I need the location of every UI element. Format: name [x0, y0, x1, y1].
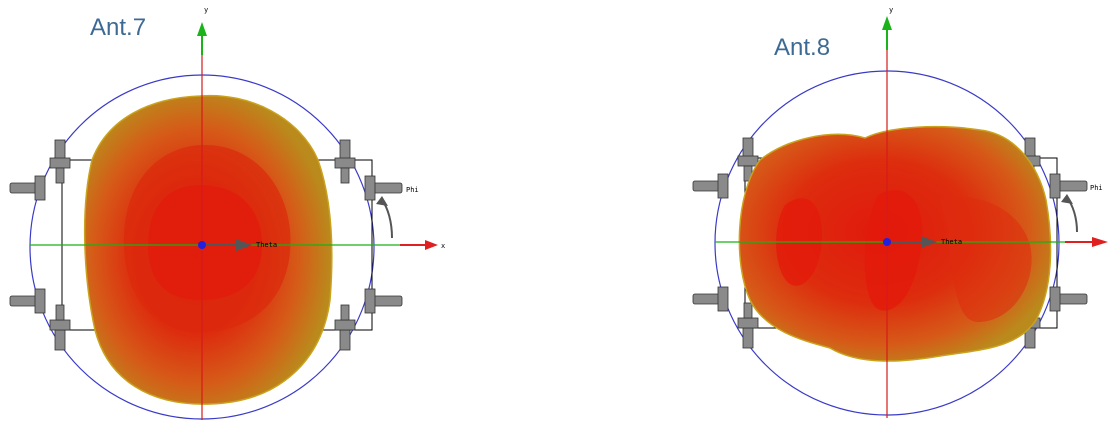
- y-axis-label: y: [889, 6, 893, 14]
- y-axis-arrow: [197, 22, 207, 36]
- connector-group-right: [334, 139, 403, 351]
- radiation-pattern-surface: [83, 94, 333, 405]
- x-axis-arrow: [1092, 237, 1108, 247]
- radiation-pattern-plot: y Theta Phi: [692, 6, 1108, 418]
- panel-title: Ant.8: [774, 34, 831, 61]
- x-axis-label: x: [441, 242, 445, 250]
- theta-arrow: [236, 239, 252, 251]
- connector-group-left: [9, 139, 71, 351]
- phi-arrow: [376, 196, 388, 206]
- y-axis-label: y: [204, 6, 208, 14]
- radiation-pattern-surface: [738, 125, 1052, 362]
- connector-group-left: [692, 137, 759, 349]
- radiation-pattern-plot: y x Theta Phi: [9, 6, 445, 420]
- phi-label: Phi: [406, 186, 419, 194]
- panel-title: Ant.7: [90, 14, 147, 41]
- phi-arrow: [1061, 194, 1073, 204]
- origin-marker: [198, 241, 206, 249]
- phi-label: Phi: [1090, 184, 1103, 192]
- x-axis-arrow: [425, 240, 438, 250]
- origin-marker: [883, 238, 891, 246]
- theta-arrow: [921, 236, 937, 248]
- theta-label: Theta: [256, 241, 277, 249]
- theta-label: Theta: [941, 238, 962, 246]
- pattern-panel-ant7: Ant.7: [9, 6, 445, 420]
- y-axis-arrow: [882, 16, 892, 30]
- pattern-panel-ant8: Ant.8: [560, 0, 1118, 422]
